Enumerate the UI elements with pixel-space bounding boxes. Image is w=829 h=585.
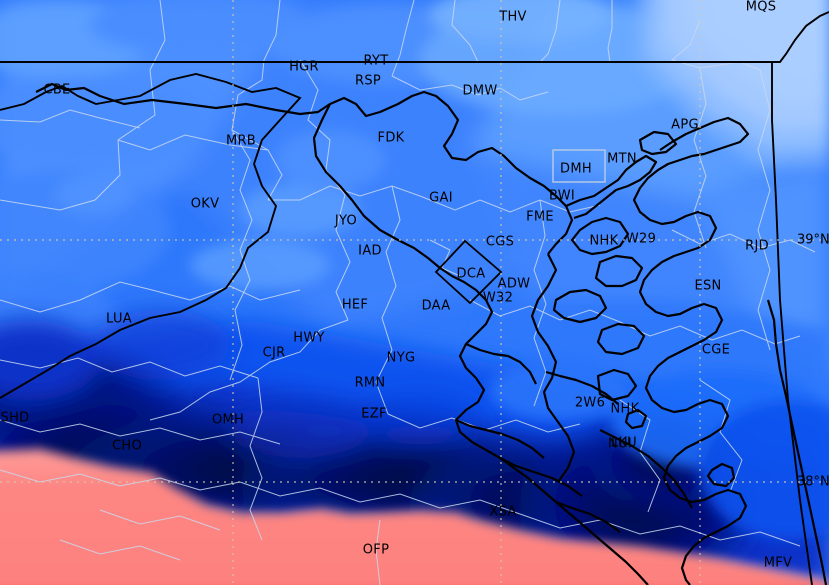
- coastline-and-rivers: [35, 82, 828, 585]
- latitude-label-39n: 39°N: [797, 232, 829, 248]
- baltimore-city-box: [552, 149, 606, 183]
- dc-diamond-boundary: [434, 239, 503, 305]
- state-boundaries: [0, 11, 829, 585]
- latitude-label-38n: 38°N: [797, 474, 829, 490]
